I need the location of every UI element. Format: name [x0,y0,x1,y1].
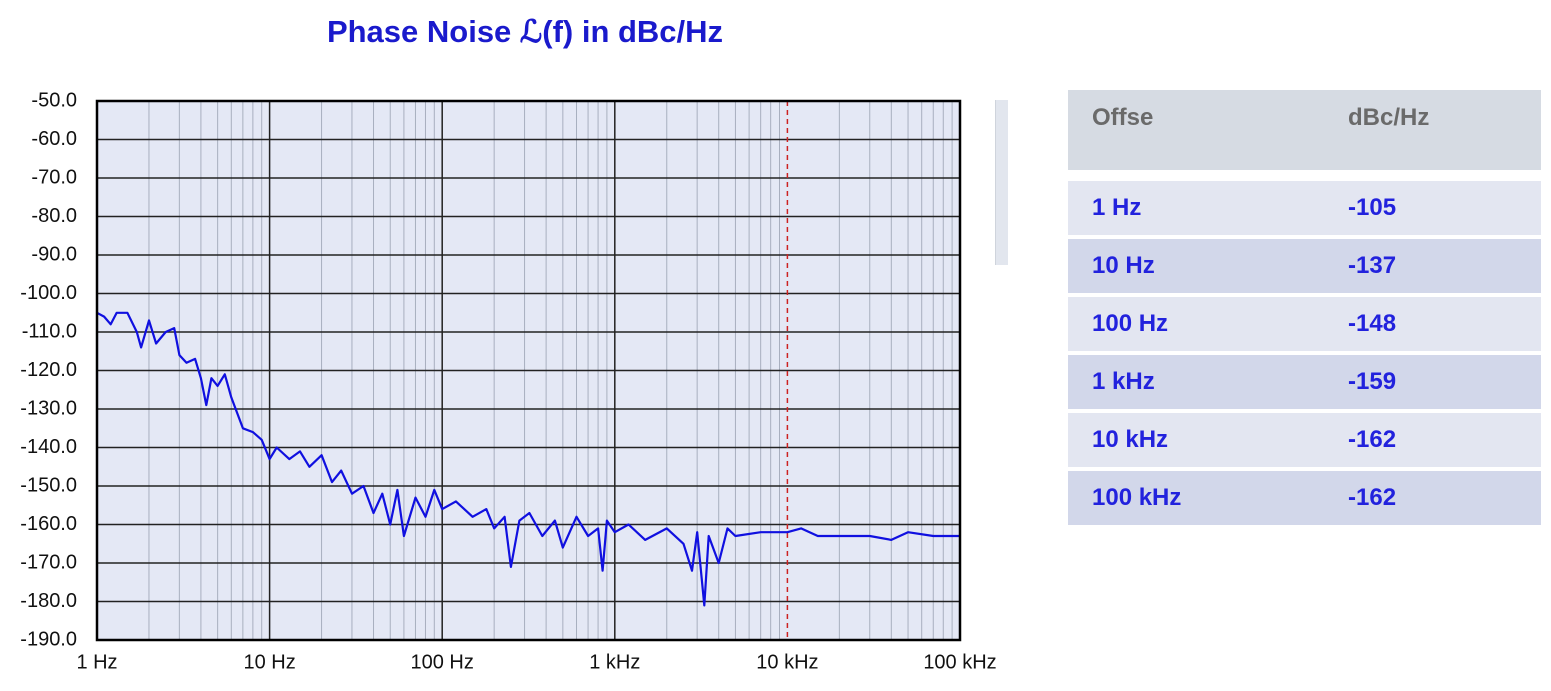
table-row: 10 Hz -137 [1068,239,1541,293]
table-cell: 10 Hz [1092,252,1155,279]
x-tick-label: 1 Hz [76,651,117,673]
table-cell: -148 [1348,310,1397,337]
chart-title: Phase Noise ℒ(f) in dBc/Hz [327,14,723,49]
y-tick-label: -160.0 [20,513,77,535]
table-cell: -137 [1348,252,1397,279]
chart: Phase Noise ℒ(f) in dBc/Hz -50.0 -60.0 -70… [20,14,996,673]
table-cell: 100 kHz [1092,484,1182,511]
table-cell: 10 kHz [1092,426,1169,453]
offset-table: Offse dBc/Hz 1 Hz -105 10 Hz -137 100 Hz -148… [1068,90,1541,529]
table-cell: 1 Hz [1092,194,1142,221]
y-tick-label: -80.0 [31,205,77,227]
x-tick-label: 10 kHz [756,651,818,673]
x-tick-label: 100 Hz [411,651,474,673]
table-cell: -159 [1348,368,1397,395]
table-row: 100 Hz -148 [1068,297,1541,351]
x-tick-label: 100 kHz [923,651,996,673]
table-row: 1 kHz -159 [1068,355,1541,409]
x-tick-label: 1 kHz [589,651,640,673]
y-tick-label: -90.0 [31,243,77,265]
table-header: Offse dBc/Hz [1068,90,1541,170]
y-tick-label: -60.0 [31,128,77,150]
noise-line [96,311,960,607]
y-tick-label: -170.0 [20,551,77,573]
header-cell: dBc/Hz [1348,104,1430,131]
table-cell: -105 [1348,194,1397,221]
table-row: 10 kHz -162 [1068,413,1541,467]
x-tick-label: 10 Hz [243,651,295,673]
y-tick-label: -110.0 [22,320,77,342]
table-body: 1 Hz -105 10 Hz -137 100 Hz -148 1 kHz -159 10 k… [1068,181,1541,525]
table-cell: -162 [1348,426,1397,453]
header-cell: Offse [1092,104,1154,131]
y-tick-label: -100.0 [20,282,77,304]
table-cell: 1 kHz [1092,368,1155,395]
scrollbar[interactable] [995,100,1008,265]
table-row: 1 Hz -105 [1068,181,1541,235]
y-tick-label: -190.0 [20,628,77,650]
plot-border [95,99,962,642]
table-row: 100 kHz -162 [1068,471,1541,525]
y-tick-label: -70.0 [31,166,77,188]
table-cell: -162 [1348,484,1397,511]
y-tick-label: -130.0 [20,397,77,419]
table-cell: 100 Hz [1092,310,1169,337]
y-tick-label: -140.0 [20,436,77,458]
y-tick-label: -120.0 [20,359,77,381]
y-tick-label: -50.0 [31,89,77,111]
y-tick-label: -180.0 [20,590,77,612]
y-tick-label: -150.0 [20,474,77,496]
